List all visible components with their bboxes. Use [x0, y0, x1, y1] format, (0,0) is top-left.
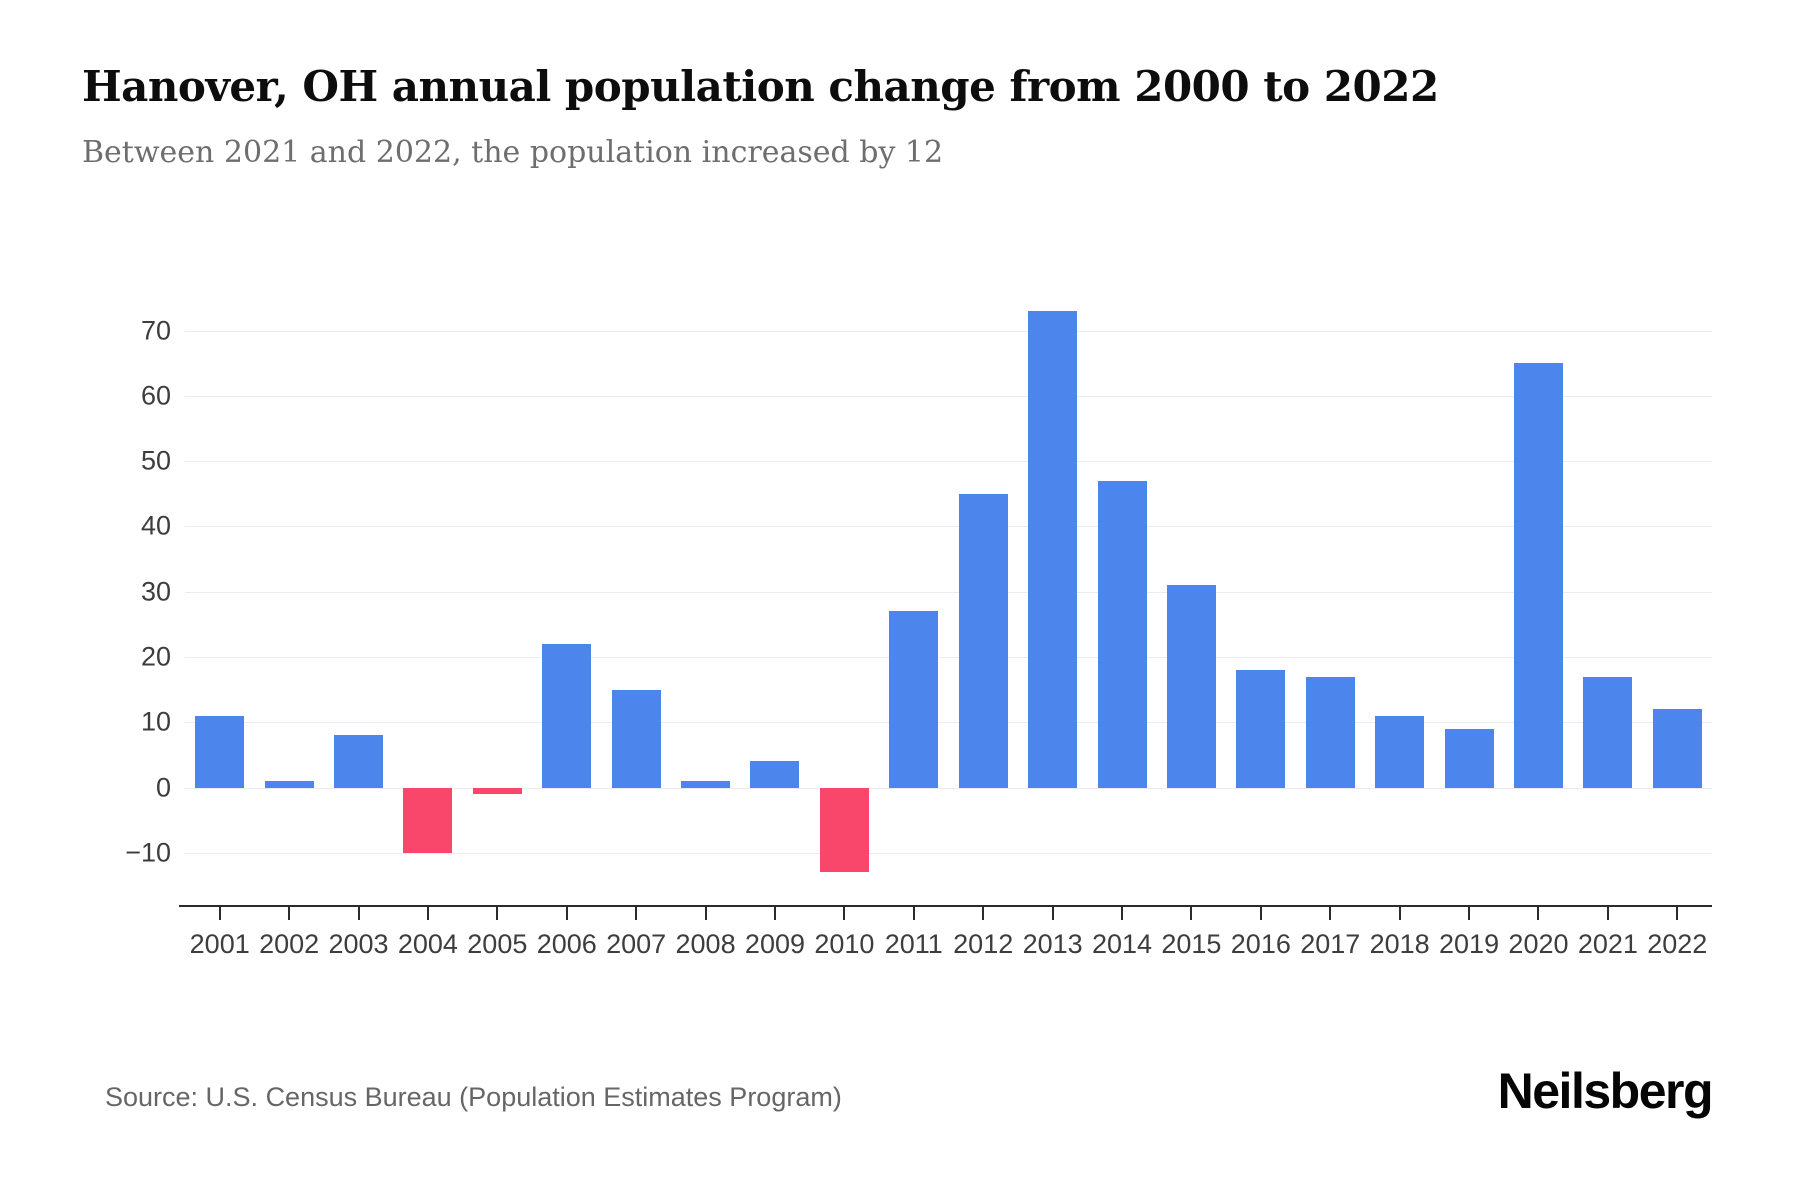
bar-2007 — [611, 689, 661, 788]
x-axis-label-2016: 2016 — [1230, 929, 1291, 959]
x-axis-label-2001: 2001 — [189, 929, 250, 959]
x-tick-2019 — [1468, 907, 1471, 920]
bar-2011 — [889, 611, 939, 788]
chart-title: Hanover, OH annual population change fro… — [82, 62, 1439, 111]
y-axis-label-0: 0 — [155, 772, 171, 803]
plot-area — [179, 285, 1712, 907]
x-axis-label-2013: 2013 — [1022, 929, 1083, 959]
x-tick-2021 — [1606, 907, 1609, 920]
bar-2010 — [819, 787, 869, 873]
y-axis-label-10: 10 — [140, 706, 171, 737]
bar-2013 — [1028, 311, 1078, 788]
gridline-0 — [185, 787, 1712, 789]
bar-2006 — [542, 643, 592, 788]
gridline-60 — [185, 395, 1712, 397]
x-tick-2018 — [1398, 907, 1401, 920]
x-tick-2013 — [1051, 907, 1054, 920]
x-tick-2001 — [218, 907, 221, 920]
x-tick-2017 — [1329, 907, 1332, 920]
x-axis-label-2021: 2021 — [1577, 929, 1638, 959]
x-axis-label-2005: 2005 — [467, 929, 528, 959]
x-tick-2016 — [1259, 907, 1262, 920]
gridline-30 — [185, 591, 1712, 593]
y-axis-label--10: −10 — [125, 837, 171, 868]
x-tick-2003 — [357, 907, 360, 920]
bar-2017 — [1305, 676, 1355, 788]
gridline-10 — [185, 722, 1712, 724]
x-axis-label-2020: 2020 — [1508, 929, 1569, 959]
x-axis-label-2022: 2022 — [1647, 929, 1708, 959]
x-axis-label-2018: 2018 — [1369, 929, 1430, 959]
bar-2014 — [1097, 480, 1147, 788]
x-tick-2005 — [496, 907, 499, 920]
x-tick-2014 — [1121, 907, 1124, 920]
y-axis-label-30: 30 — [140, 576, 171, 607]
x-axis-label-2011: 2011 — [884, 929, 943, 959]
x-axis-label-2009: 2009 — [744, 929, 805, 959]
x-axis-line — [179, 905, 1712, 907]
source-note: Source: U.S. Census Bureau (Population E… — [105, 1082, 842, 1112]
x-tick-2002 — [288, 907, 291, 920]
x-tick-2012 — [982, 907, 985, 920]
bar-2005 — [472, 787, 522, 795]
x-axis-label-2017: 2017 — [1300, 929, 1361, 959]
bar-2008 — [681, 781, 731, 788]
x-axis-label-2002: 2002 — [259, 929, 320, 959]
x-tick-2020 — [1537, 907, 1540, 920]
x-axis-label-2015: 2015 — [1161, 929, 1222, 959]
x-tick-2007 — [635, 907, 638, 920]
x-axis-label-2003: 2003 — [328, 929, 389, 959]
bar-2018 — [1375, 715, 1425, 788]
bar-2016 — [1236, 670, 1286, 788]
y-axis-label-20: 20 — [140, 641, 171, 672]
x-axis-label-2014: 2014 — [1091, 929, 1153, 959]
y-axis-label-40: 40 — [140, 510, 171, 541]
bar-2001 — [195, 715, 245, 788]
x-tick-2011 — [912, 907, 915, 920]
brand-logo: Neilsberg — [1497, 1063, 1714, 1119]
gridline--10 — [185, 852, 1712, 854]
x-axis-label-2019: 2019 — [1439, 929, 1500, 959]
bar-chart: −10 0 10 20 30 40 50 60 70 2001 2002 2003 2004 2005 20… — [0, 225, 1800, 965]
y-axis-label-60: 60 — [140, 380, 171, 411]
bar-2012 — [958, 493, 1008, 788]
x-tick-2022 — [1676, 907, 1679, 920]
x-axis-label-2004: 2004 — [397, 929, 458, 959]
gridline-20 — [185, 657, 1712, 658]
bar-2003 — [334, 735, 384, 788]
bar-2022 — [1652, 709, 1702, 788]
y-axis-label-50: 50 — [140, 445, 171, 476]
x-tick-2015 — [1190, 907, 1193, 920]
x-axis-label-2010: 2010 — [814, 929, 875, 959]
x-tick-2010 — [843, 907, 846, 920]
x-axis-label-2007: 2007 — [606, 929, 667, 959]
bar-2019 — [1444, 728, 1494, 788]
bar-2002 — [264, 781, 314, 788]
gridline-50 — [185, 461, 1712, 463]
gridline-40 — [185, 526, 1712, 528]
x-tick-2009 — [773, 907, 776, 920]
x-axis-label-2006: 2006 — [536, 929, 597, 959]
x-tick-2008 — [704, 907, 707, 920]
x-axis-label-2012: 2012 — [953, 929, 1014, 959]
chart-subtitle: Between 2021 and 2022, the population in… — [82, 135, 944, 170]
bar-2020 — [1513, 363, 1563, 788]
x-axis-label-2008: 2008 — [675, 929, 736, 959]
bar-2009 — [750, 761, 800, 788]
bar-2004 — [403, 787, 453, 853]
gridline-70 — [185, 330, 1712, 332]
x-tick-2006 — [565, 907, 568, 920]
bar-2021 — [1583, 676, 1633, 788]
y-axis-label-70: 70 — [140, 315, 171, 346]
bar-2015 — [1166, 585, 1216, 788]
x-tick-2004 — [426, 907, 429, 920]
